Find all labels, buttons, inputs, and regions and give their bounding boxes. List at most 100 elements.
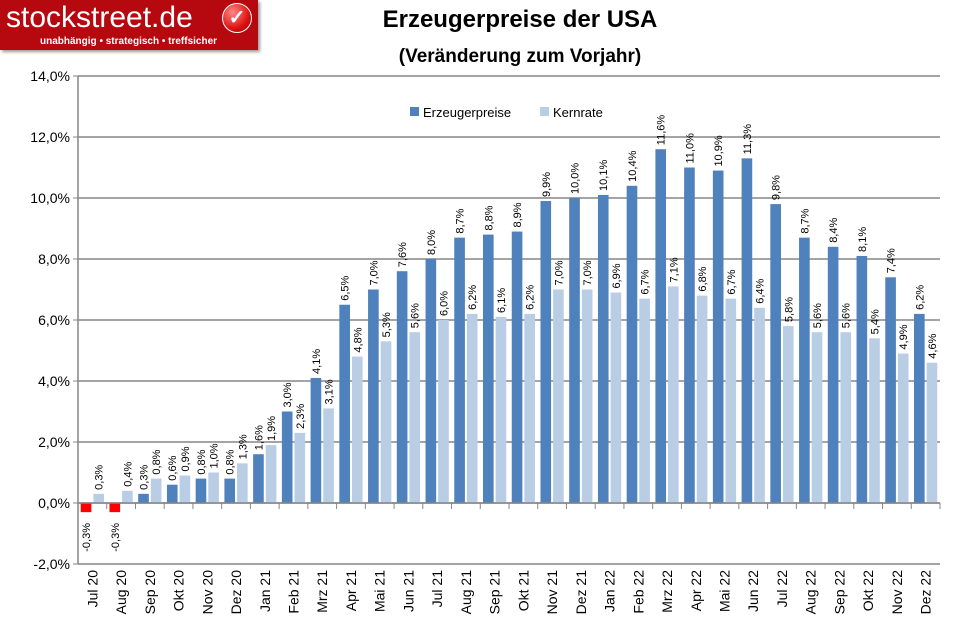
data-label: 6,2% — [914, 285, 926, 310]
bar-kernrate — [897, 353, 909, 503]
bar-kernrate — [610, 292, 622, 503]
x-tick-label: Jul 21 — [429, 570, 445, 608]
x-tick-label: Mai 22 — [717, 570, 733, 612]
data-label: 0,8% — [151, 449, 163, 474]
data-label: 1,0% — [209, 443, 221, 468]
chart-subtitle: (Veränderung zum Vorjahr) — [398, 46, 642, 67]
bar-kernrate — [869, 338, 880, 503]
data-label: 10,1% — [598, 160, 610, 191]
bar-erzeugerpreise — [712, 170, 724, 504]
data-label: 8,8% — [483, 205, 495, 230]
bar-erzeugerpreise — [511, 231, 523, 504]
data-label: 5,4% — [869, 309, 881, 334]
data-label: 4,6% — [927, 333, 939, 358]
bar-erzeugerpreise — [914, 313, 925, 503]
x-tick-label: Dez 20 — [228, 570, 244, 615]
bar-erzeugerpreise — [885, 277, 896, 503]
bar-erzeugerpreise — [195, 478, 207, 503]
x-tick-label: Apr 22 — [688, 570, 704, 611]
data-label: 3,0% — [282, 382, 294, 407]
x-tick-label: Feb 22 — [630, 570, 646, 614]
bar-kernrate — [668, 286, 679, 503]
legend-label: Kernrate — [553, 105, 603, 120]
bar-erzeugerpreise — [770, 204, 781, 503]
data-label: 10,0% — [570, 163, 582, 194]
data-label: 6,9% — [611, 263, 623, 288]
data-label: 8,9% — [512, 202, 524, 227]
bar-kernrate — [725, 298, 737, 503]
data-label: 5,8% — [783, 297, 795, 322]
data-label: 6,7% — [726, 269, 738, 294]
data-label: 7,0% — [553, 260, 565, 285]
y-tick-label: 4,0% — [38, 373, 70, 389]
x-tick-label: Nov 22 — [889, 570, 905, 615]
data-label: 7,6% — [397, 242, 409, 267]
y-tick-label: 6,0% — [38, 312, 70, 328]
bar-erzeugerpreise — [166, 484, 178, 503]
bar-erzeugerpreise — [454, 237, 465, 503]
x-tick-label: Aug 20 — [113, 570, 129, 615]
bar-erzeugerpreise — [684, 167, 695, 503]
bar-erzeugerpreise — [310, 377, 322, 503]
bar-erzeugerpreise — [856, 255, 868, 503]
x-tick-label: Sep 20 — [142, 570, 158, 615]
x-tick-label: Sep 21 — [487, 570, 503, 615]
bar-erzeugerpreise — [597, 194, 609, 503]
x-tick-label: Jul 20 — [84, 570, 100, 608]
bar-kernrate — [265, 445, 277, 503]
data-label: 0,8% — [225, 449, 237, 474]
bar-kernrate — [122, 490, 133, 503]
data-label: 9,9% — [541, 172, 553, 197]
data-label: 4,8% — [352, 327, 364, 352]
x-tick-label: Dez 22 — [918, 570, 934, 615]
data-label: 2,3% — [295, 404, 307, 429]
y-tick-label: 8,0% — [38, 251, 70, 267]
data-label: 0,8% — [196, 449, 208, 474]
data-label: 6,5% — [340, 275, 352, 300]
bar-kernrate — [782, 326, 794, 503]
data-label: 6,2% — [525, 285, 537, 310]
bar-erzeugerpreise — [224, 478, 236, 503]
bar-erzeugerpreise — [827, 246, 839, 504]
bar-kernrate — [466, 313, 478, 503]
data-label: 9,8% — [771, 175, 783, 200]
bar-kernrate — [926, 362, 938, 503]
x-tick-label: Jun 22 — [745, 570, 761, 612]
bar-kernrate — [179, 475, 191, 503]
x-tick-label: Okt 22 — [860, 570, 876, 611]
bar-kernrate — [93, 493, 104, 503]
legend-label: Erzeugerpreise — [423, 105, 511, 120]
legend-swatch — [540, 107, 549, 116]
data-label: 7,4% — [886, 248, 898, 273]
checkmark-icon: ✓ — [222, 3, 252, 33]
data-label: 5,6% — [812, 303, 824, 328]
bar-kernrate — [409, 332, 421, 503]
bar-kernrate — [754, 307, 765, 503]
x-tick-label: Mrz 21 — [314, 570, 330, 613]
data-label: 6,8% — [697, 266, 709, 291]
data-label: 0,9% — [180, 446, 192, 471]
x-tick-label: Jan 21 — [257, 570, 273, 612]
x-tick-label: Jul 22 — [774, 570, 790, 608]
bar-kernrate — [553, 289, 564, 503]
data-label: 11,3% — [742, 124, 754, 155]
bar-kernrate — [696, 295, 708, 503]
x-tick-label: Mrz 22 — [659, 570, 675, 613]
data-label: 6,7% — [640, 269, 652, 294]
chart-title: Erzeugerpreise der USA — [382, 6, 658, 33]
data-label: 1,9% — [266, 416, 278, 441]
bar-kernrate — [237, 463, 248, 503]
x-tick-label: Dez 21 — [573, 570, 589, 615]
bar-kernrate — [524, 313, 535, 503]
data-label: 8,7% — [455, 208, 467, 233]
y-tick-label: -2,0% — [33, 556, 70, 572]
x-tick-label: Nov 20 — [199, 570, 215, 615]
y-tick-label: 0,0% — [38, 495, 70, 511]
data-label: 8,1% — [857, 227, 869, 252]
y-tick-label: 2,0% — [38, 434, 70, 450]
data-label: 6,1% — [496, 288, 508, 313]
data-label: 10,9% — [713, 135, 725, 166]
bar-erzeugerpreise — [368, 289, 379, 503]
data-label: 0,3% — [139, 465, 151, 490]
